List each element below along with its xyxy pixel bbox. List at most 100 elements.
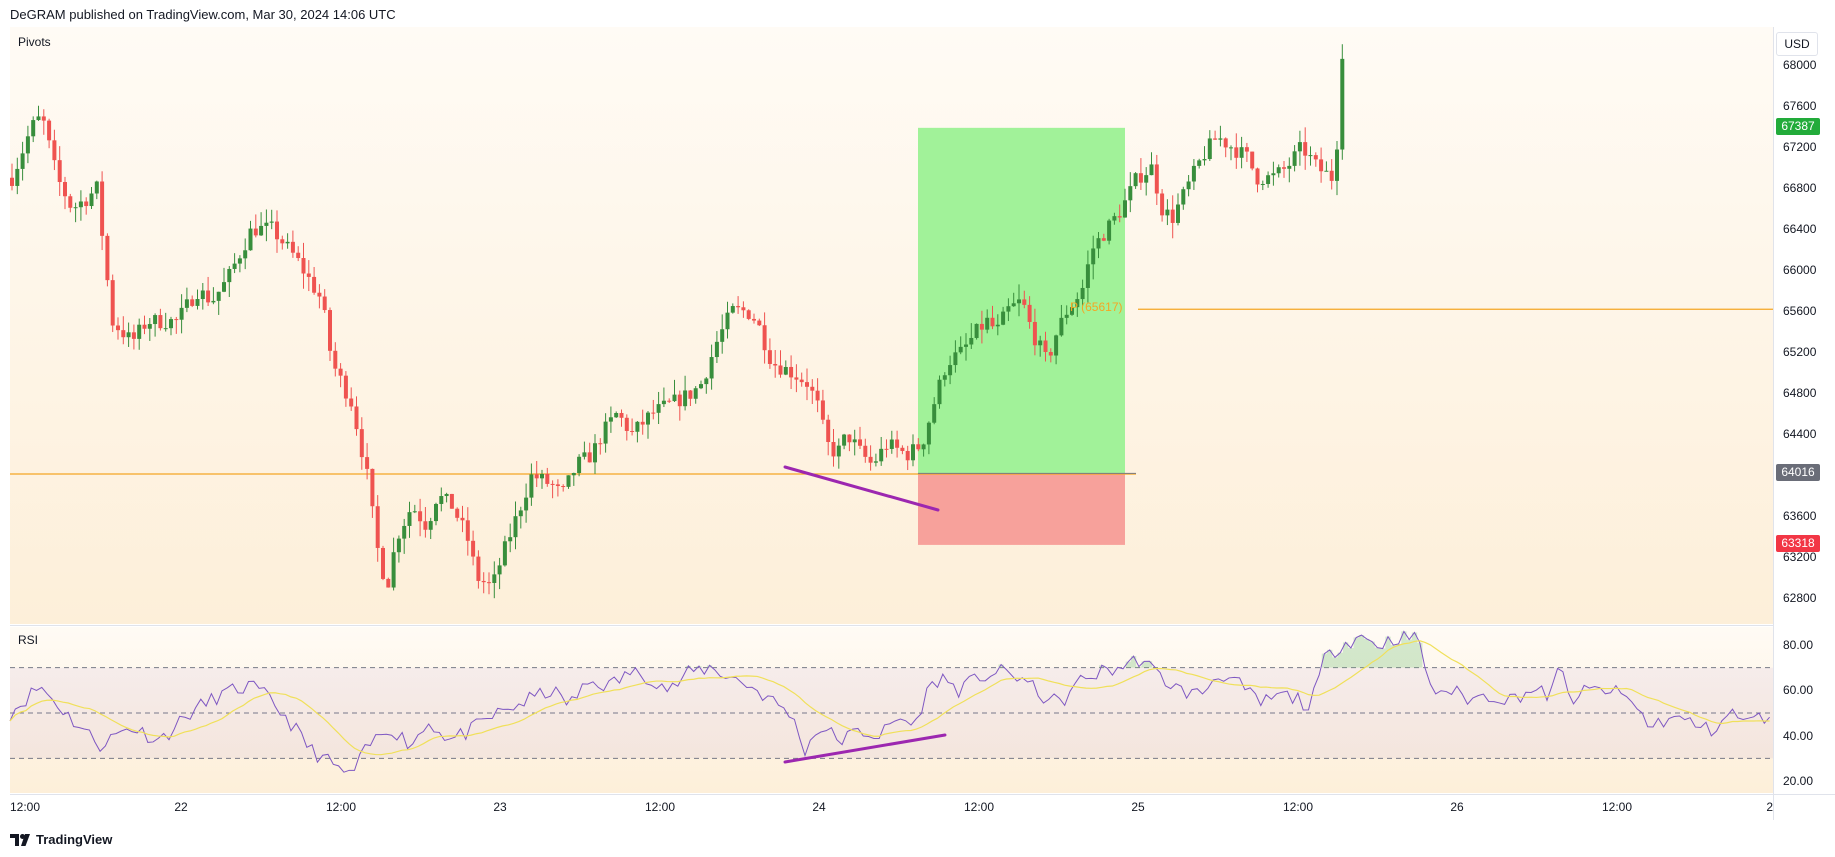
candle-up xyxy=(402,525,407,539)
candle-down xyxy=(110,280,115,326)
candle-up xyxy=(852,439,857,443)
candle-up xyxy=(926,422,931,445)
pivots-indicator-label[interactable]: Pivots xyxy=(18,35,51,49)
rsi-tick: 80.00 xyxy=(1783,638,1814,652)
pane-divider xyxy=(10,625,1773,626)
candle-down xyxy=(762,325,767,351)
candle-down xyxy=(667,400,672,402)
price-tick: 64800 xyxy=(1783,386,1817,400)
candle-up xyxy=(412,511,417,513)
candle-up xyxy=(439,496,444,504)
candle-down xyxy=(1213,138,1218,140)
candle-up xyxy=(1123,200,1127,218)
candle-down xyxy=(810,386,815,391)
candle-up xyxy=(1091,248,1096,265)
candle-down xyxy=(333,350,338,369)
candle-down xyxy=(275,221,279,240)
candle-up xyxy=(879,448,884,462)
candle-up xyxy=(508,537,513,542)
candle-down xyxy=(1160,193,1165,216)
candle-up xyxy=(126,332,131,338)
candle-down xyxy=(465,520,470,541)
candle-up xyxy=(873,461,878,463)
candle-down xyxy=(773,363,778,366)
time-tick: 12:00 xyxy=(10,800,41,814)
entry-price-badge: 64016 xyxy=(1776,464,1820,481)
candle-up xyxy=(31,120,36,137)
candle-down xyxy=(68,196,73,208)
candle-down xyxy=(471,540,476,557)
time-tick: 12:00 xyxy=(1601,800,1633,814)
candle-up xyxy=(513,516,518,538)
time-tick: 22 xyxy=(174,800,188,814)
rsi-tick: 20.00 xyxy=(1783,774,1814,788)
candle-up xyxy=(603,421,608,444)
candle-up xyxy=(232,263,237,269)
candle-down xyxy=(301,258,306,274)
time-tick: 25 xyxy=(1131,800,1145,814)
candle-up xyxy=(89,193,94,207)
candle-down xyxy=(84,201,89,207)
tradingview-logo[interactable]: TradingView xyxy=(10,832,112,847)
publish-header: DeGRAM published on TradingView.com, Mar… xyxy=(10,7,396,22)
candle-up xyxy=(699,384,703,389)
candle-down xyxy=(174,319,179,321)
candle-down xyxy=(794,377,799,380)
candle-up xyxy=(725,312,730,330)
candle-down xyxy=(677,394,682,407)
candle-up xyxy=(942,375,947,380)
candle-up xyxy=(237,258,242,264)
candle-up xyxy=(635,421,640,432)
time-axis-divider xyxy=(10,794,1835,795)
candle-down xyxy=(1223,138,1228,148)
candle-up xyxy=(524,497,529,511)
candle-down xyxy=(1250,151,1255,169)
candle-up xyxy=(783,366,788,375)
candle-up xyxy=(137,324,142,339)
candle-up xyxy=(704,378,709,385)
candle-up xyxy=(730,306,735,313)
rsi-indicator-label[interactable]: RSI xyxy=(18,633,39,647)
candle-down xyxy=(752,318,756,321)
time-tick: 23 xyxy=(493,800,507,814)
candle-down xyxy=(1234,147,1239,158)
candle-down xyxy=(826,419,831,443)
candle-up xyxy=(932,404,937,423)
candle-down xyxy=(805,382,809,387)
rsi-series xyxy=(9,630,1773,773)
candle-up xyxy=(1133,173,1138,187)
price-tick: 63600 xyxy=(1783,509,1817,523)
candle-up xyxy=(974,323,979,338)
price-tick: 62800 xyxy=(1783,591,1817,605)
currency-selector[interactable]: USD xyxy=(1776,32,1818,56)
stop-price-badge: 63318 xyxy=(1776,535,1820,552)
candle-up xyxy=(179,307,184,320)
price-chart-pane[interactable] xyxy=(10,27,1773,624)
candle-up xyxy=(195,299,200,306)
candle-up xyxy=(184,299,189,308)
candle-up xyxy=(720,329,725,342)
candle-up xyxy=(153,315,158,325)
candle-up xyxy=(1144,175,1149,183)
candle-up xyxy=(995,324,1000,327)
price-tick: 65600 xyxy=(1783,304,1817,318)
rsi-pane[interactable] xyxy=(10,627,1773,793)
candle-down xyxy=(1032,321,1037,346)
candle-down xyxy=(10,177,14,186)
candle-up xyxy=(661,400,666,405)
candle-up xyxy=(889,439,894,449)
candle-up xyxy=(577,456,582,473)
candle-up xyxy=(1064,314,1069,318)
candle-up xyxy=(391,552,396,588)
candle-up xyxy=(646,412,650,425)
candle-up xyxy=(1054,335,1059,356)
candle-up xyxy=(1181,189,1186,205)
candle-up xyxy=(1128,186,1133,201)
candle-down xyxy=(1244,147,1249,152)
price-tick: 65200 xyxy=(1783,345,1817,359)
candle-up xyxy=(1096,238,1101,249)
candle-down xyxy=(815,390,820,401)
candle-up xyxy=(428,521,433,530)
candle-down xyxy=(481,580,486,583)
